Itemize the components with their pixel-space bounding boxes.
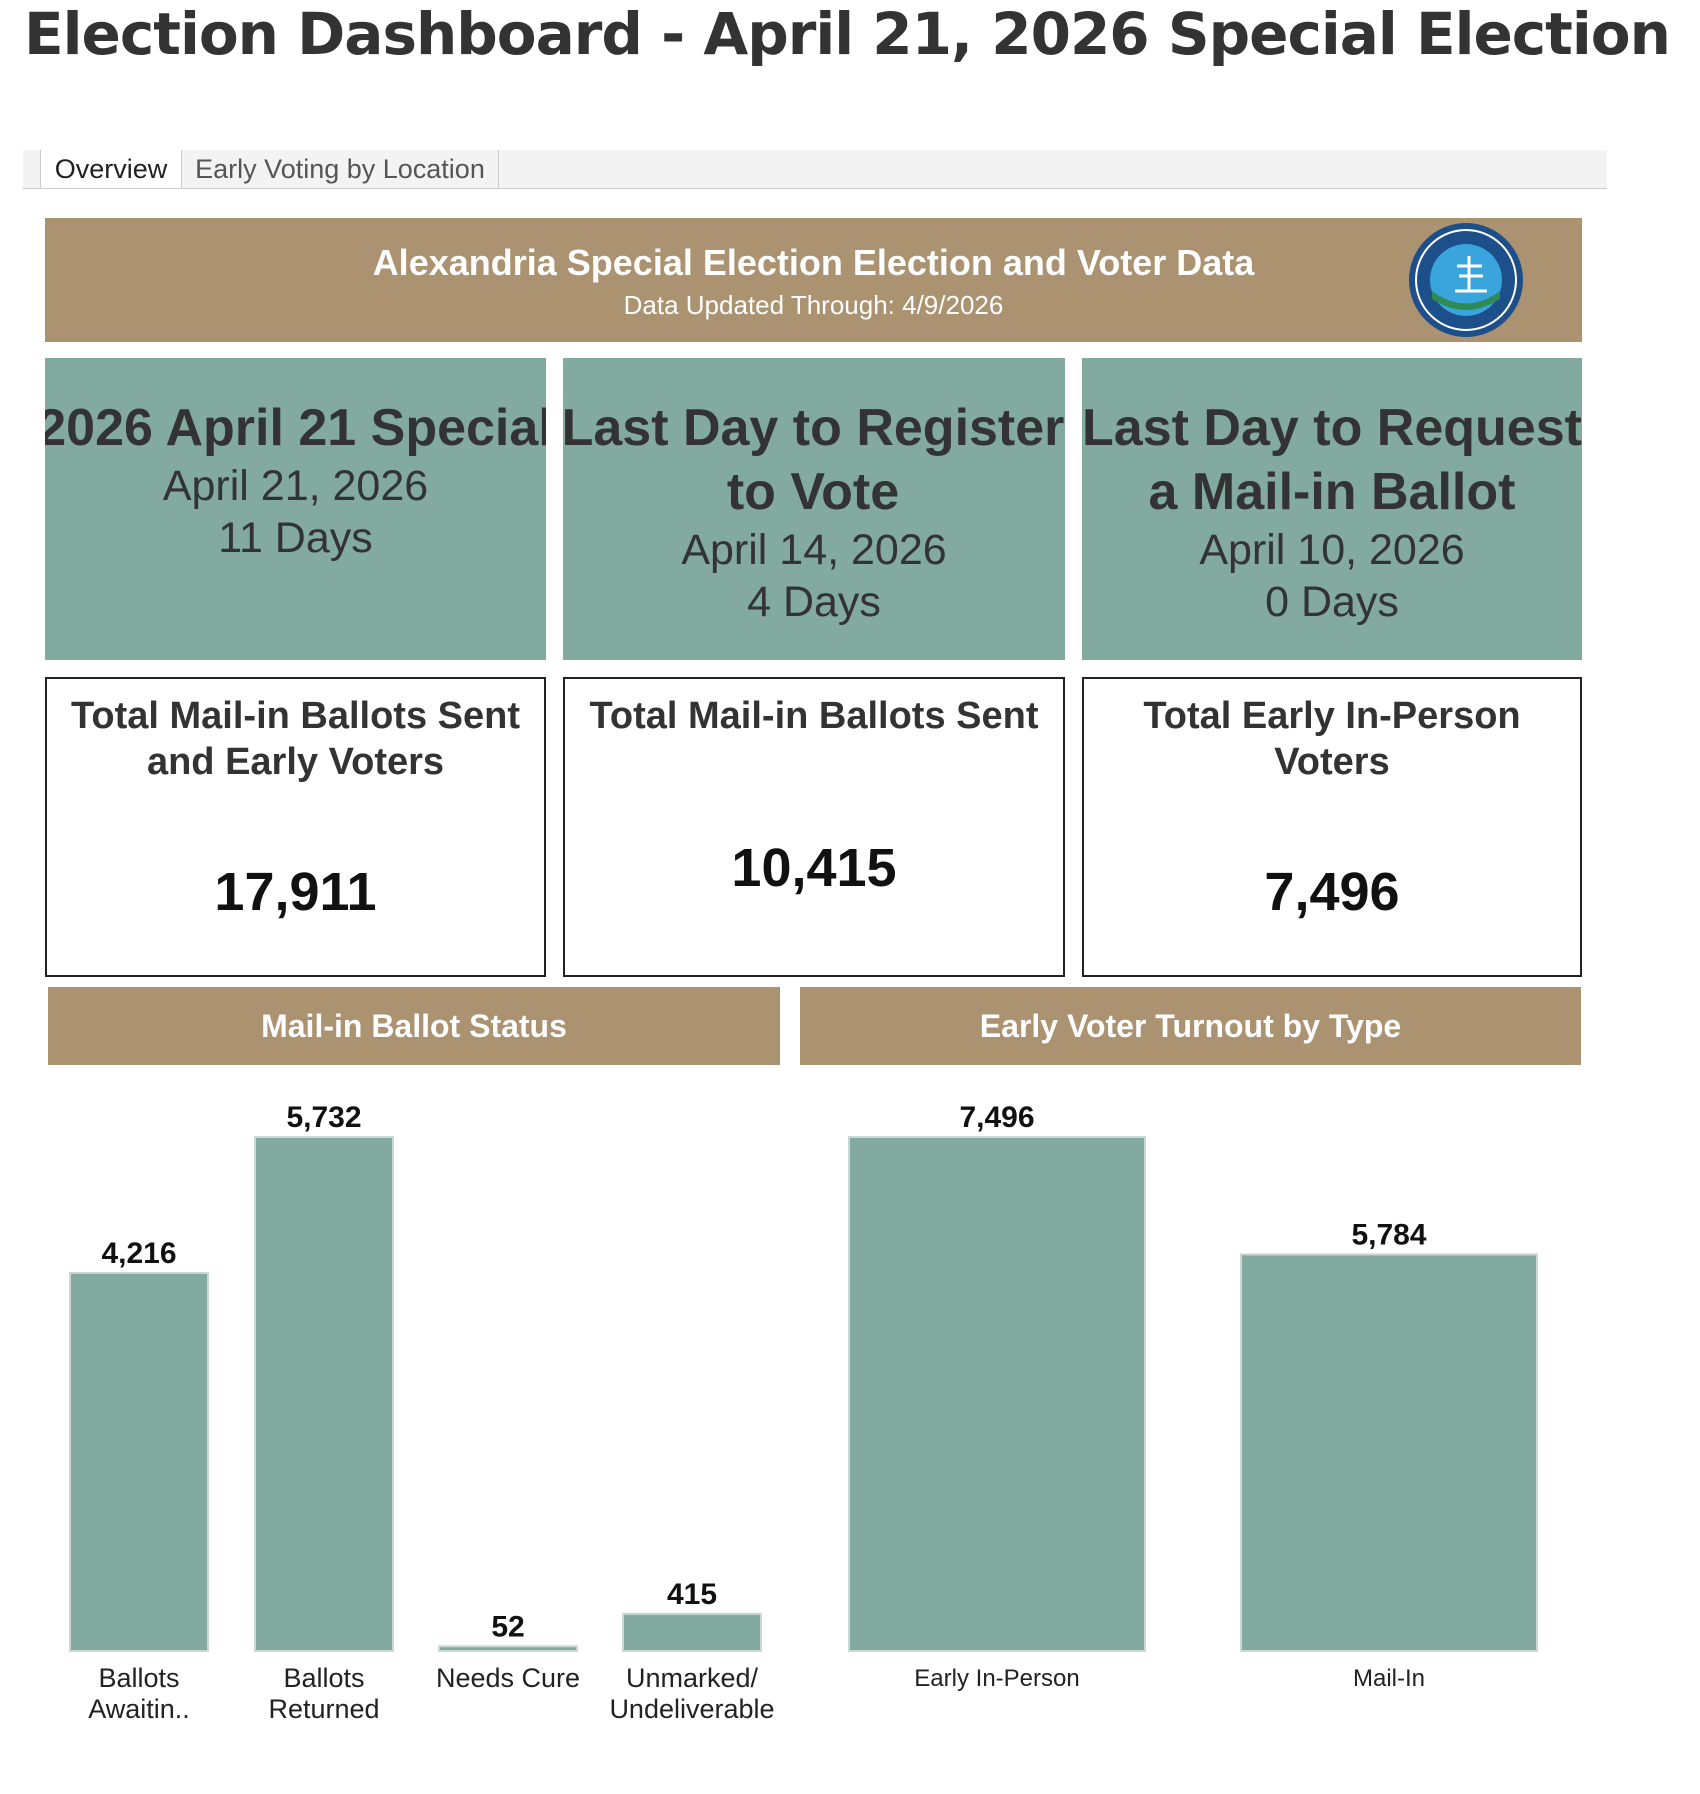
kpi-card: Total Mail-in Ballots Sent 10,415: [563, 677, 1065, 977]
countdown-card: Last Day to Register to Vote April 14, 20…: [563, 358, 1065, 660]
countdown-days: 0 Days: [1265, 578, 1399, 626]
value-label: 52: [491, 1610, 524, 1643]
kpi-card: Total Mail-in Ballots Sent and Early Vot…: [45, 677, 546, 977]
page-title: Election Dashboard - April 21, 2026 Spec…: [24, 0, 1671, 68]
banner-title: Alexandria Special Election Election and…: [372, 242, 1255, 283]
value-label: 5,732: [286, 1101, 361, 1134]
x-tick-label: Unmarked/ Undeliverable: [609, 1663, 775, 1724]
kpi-title: Total Mail-in Ballots Sent: [589, 695, 1039, 737]
x-tick-label: Early In-Person: [914, 1665, 1080, 1692]
banner: Alexandria Special Election Election and…: [45, 218, 1582, 342]
bar: [438, 1645, 578, 1652]
countdown-date: April 10, 2026: [1199, 526, 1465, 574]
countdown-card: 2026 April 21 Special April 21, 2026 11 Da…: [45, 358, 546, 660]
x-tick-label: Ballots Awaitin..: [88, 1663, 190, 1724]
banner-subtitle: Data Updated Through: 4/9/2026: [623, 290, 1004, 320]
chart-title: Early Voter Turnout by Type: [800, 987, 1581, 1065]
bar: [254, 1136, 394, 1652]
kpi-title: Total Early In-Person Voters: [1143, 695, 1521, 783]
countdown-title: 2026 April 21 Special: [45, 399, 546, 457]
x-tick-label: Ballots Returned: [268, 1663, 380, 1724]
charts: 4,216 5,732 52 415 7,496 5,784: [69, 1101, 1538, 1653]
tab-bar: Overview Early Voting by Location: [23, 150, 1607, 189]
kpi-card: Total Early In-Person Voters 7,496: [1082, 677, 1582, 977]
kpi-title: Total Mail-in Ballots Sent and Early Vot…: [71, 695, 520, 783]
value-label: 5,784: [1351, 1218, 1426, 1251]
bar: [69, 1271, 209, 1652]
bar: [1240, 1253, 1538, 1653]
x-tick-label: Mail-In: [1352, 1665, 1425, 1692]
city-seal: [1409, 223, 1523, 337]
kpi-value: 7,496: [1264, 862, 1400, 922]
countdown-days: 4 Days: [747, 578, 881, 626]
bar: [622, 1612, 762, 1653]
value-label: 4,216: [101, 1237, 176, 1270]
kpi-value: 10,415: [731, 838, 897, 898]
value-label: 7,496: [959, 1101, 1034, 1134]
kpi-value: 17,911: [214, 862, 377, 922]
countdown-title: Last Day to Register to Vote: [563, 399, 1065, 521]
tab[interactable]: Early Voting by Location: [182, 150, 499, 188]
value-label: 415: [667, 1578, 717, 1611]
chart-title: Mail-in Ballot Status: [48, 987, 780, 1065]
countdown-title: Last Day to Request a Mail-in Ballot: [1082, 399, 1582, 521]
countdown-days: 11 Days: [218, 514, 373, 562]
x-tick-label: Needs Cure: [435, 1663, 581, 1693]
countdown-card: Last Day to Request a Mail-in Ballot Apri…: [1082, 358, 1582, 660]
countdown-date: April 21, 2026: [162, 462, 429, 510]
countdown-date: April 14, 2026: [681, 526, 947, 574]
tab[interactable]: Overview: [40, 150, 182, 188]
bar: [848, 1136, 1146, 1652]
